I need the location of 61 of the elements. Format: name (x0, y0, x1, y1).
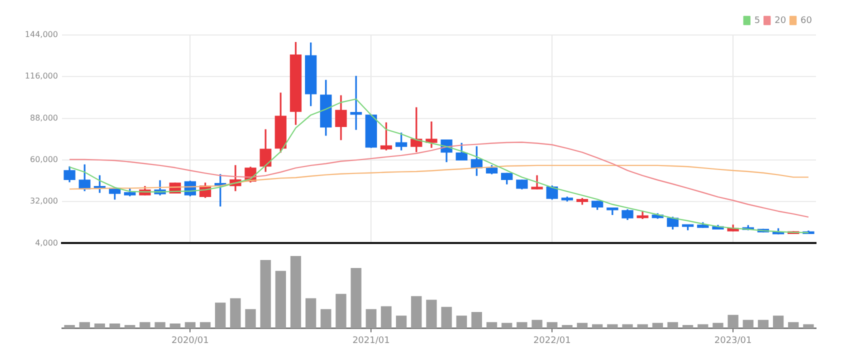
bar (305, 298, 316, 328)
bar (275, 270, 286, 328)
y-tick-label: 32,000 (30, 196, 58, 206)
bar (230, 298, 241, 328)
bar (441, 306, 452, 328)
bar (712, 322, 724, 328)
bar (94, 324, 106, 328)
bar (426, 300, 437, 328)
bar (336, 294, 346, 328)
bar (411, 296, 422, 328)
bar (728, 314, 738, 328)
bar (772, 316, 784, 328)
bar (396, 316, 407, 328)
bar (803, 324, 814, 328)
bar (200, 322, 211, 328)
y-tick-label: 144,000 (24, 30, 58, 40)
bar (320, 309, 332, 328)
bar (290, 256, 302, 328)
bar (667, 322, 678, 328)
bar (742, 320, 754, 328)
bar (260, 260, 271, 328)
bar (64, 324, 75, 328)
bar (380, 306, 392, 328)
x-tick-label: 2021/01 (352, 336, 390, 346)
legend-label: 60 (800, 16, 812, 26)
candlestick (350, 76, 362, 130)
bar (682, 324, 694, 328)
bar (562, 324, 573, 328)
bar (215, 302, 226, 328)
x-tick-label: 2022/01 (533, 336, 571, 346)
bar (652, 322, 663, 328)
bar (502, 322, 512, 328)
bar (124, 324, 136, 328)
bar (140, 322, 150, 328)
bar (486, 322, 498, 328)
y-tick-label: 116,000 (24, 72, 58, 81)
bar (607, 324, 618, 328)
bar (532, 320, 542, 328)
bar (456, 316, 467, 328)
bar (350, 268, 362, 328)
bar (622, 324, 633, 328)
bar (471, 312, 482, 328)
bar (79, 322, 90, 328)
y-tick-label: 88,000 (30, 113, 58, 122)
legend-label: 5 (754, 16, 760, 26)
bar (366, 309, 376, 328)
legend-label: 20 (774, 16, 786, 26)
bar (516, 322, 528, 328)
bar (184, 322, 196, 328)
bar (758, 320, 769, 328)
bar (788, 322, 799, 328)
y-tick-label: 60,000 (30, 155, 58, 164)
x-tick-label: 2020/01 (171, 336, 209, 346)
y-tick-label: 4,000 (35, 238, 58, 248)
bar (546, 322, 558, 328)
bar (245, 309, 256, 328)
bar (109, 324, 120, 328)
bar (154, 322, 166, 328)
x-tick-label: 2023/01 (714, 336, 752, 346)
bar (170, 324, 180, 328)
bar (576, 322, 588, 328)
